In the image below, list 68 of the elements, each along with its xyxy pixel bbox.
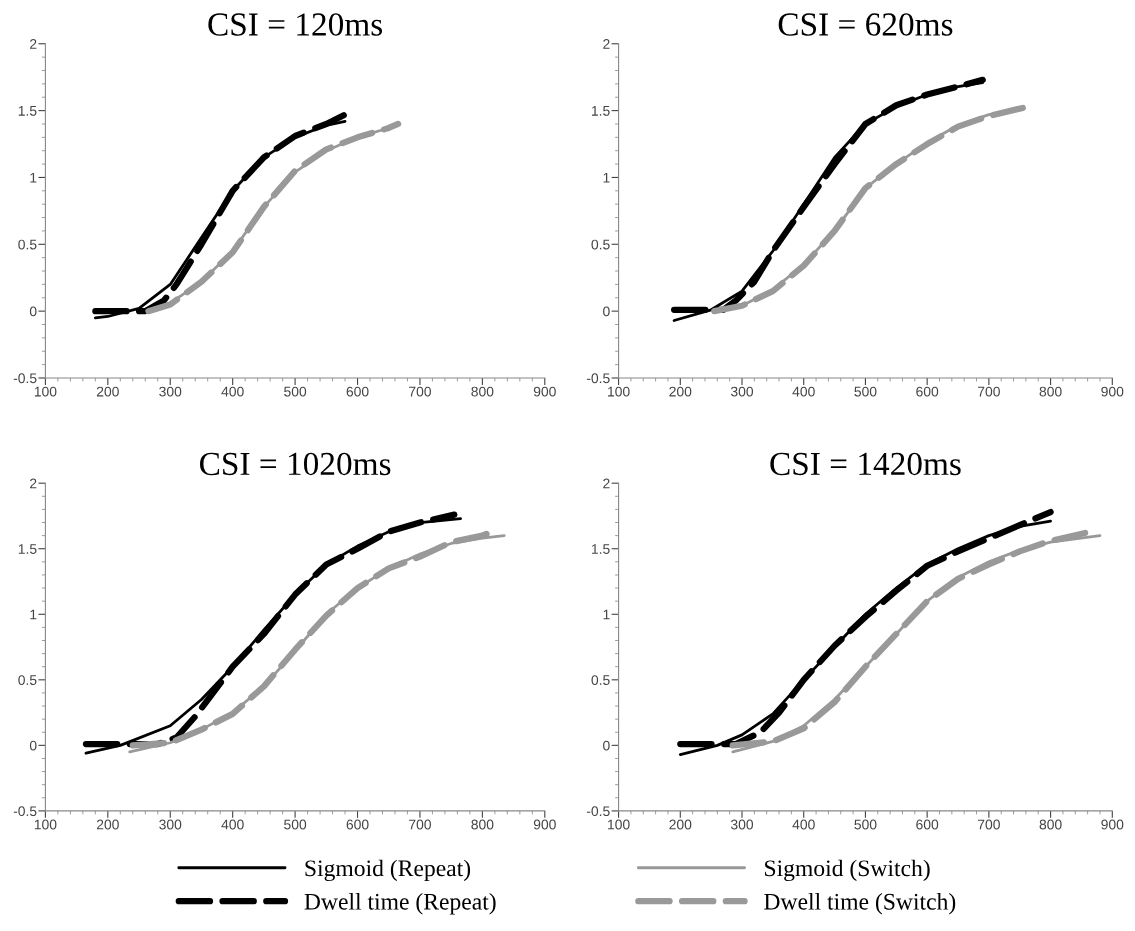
y-tick-label: 0.5 (18, 675, 37, 685)
x-tick-label: 400 (221, 386, 244, 397)
x-tick-label: 600 (916, 386, 939, 397)
x-tick-label: 800 (471, 386, 494, 397)
y-tick-label: 0 (29, 306, 37, 317)
y-tick-label: 0 (29, 740, 37, 751)
y-tick-label: 1 (603, 172, 610, 183)
x-tick-label: 900 (533, 819, 556, 830)
legend-label: Sigmoid (Switch) (765, 859, 930, 882)
x-tick-label: 700 (409, 386, 431, 397)
x-tick-label: 500 (284, 819, 307, 830)
y-tick-label: 0.5 (591, 675, 610, 685)
x-tick-label: 300 (159, 819, 182, 830)
y-tick-label: -0.5 (13, 806, 37, 817)
x-tick-label: 200 (96, 819, 119, 830)
y-tick-label: 1.5 (592, 106, 610, 116)
y-tick-label: 1 (30, 609, 37, 620)
chart-title: CSI = 1420ms (770, 452, 961, 476)
x-tick-label: 900 (533, 386, 556, 397)
x-tick-label: 500 (854, 819, 877, 830)
legend-label: Dwell time (Switch) (764, 893, 956, 915)
legend-label: Dwell time (Repeat) (304, 893, 496, 915)
x-tick-label: 700 (978, 819, 1000, 830)
x-tick-label: 500 (284, 386, 307, 397)
x-tick-label: 600 (346, 386, 369, 397)
x-tick-label: 100 (34, 819, 57, 830)
y-tick-label: -0.5 (586, 806, 610, 817)
x-tick-label: 200 (669, 386, 692, 397)
x-tick-label: 300 (730, 819, 754, 830)
x-tick-label: 400 (792, 819, 815, 830)
y-tick-label: 0 (603, 306, 610, 317)
chart-title: CSI = 120ms (208, 13, 383, 36)
y-tick-label: 2 (30, 39, 37, 49)
y-tick-label: 1 (603, 609, 610, 620)
y-tick-label: 1.5 (18, 544, 37, 554)
y-tick-label: 2 (30, 478, 37, 489)
x-tick-label: 200 (96, 386, 119, 397)
y-tick-label: 2 (603, 39, 610, 49)
x-tick-label: 300 (730, 386, 754, 397)
y-tick-label: -0.5 (13, 373, 37, 384)
x-tick-label: 600 (916, 819, 939, 830)
y-tick-label: 0.5 (18, 239, 37, 250)
y-tick-label: 1.5 (18, 106, 37, 116)
x-tick-label: 700 (978, 386, 1000, 397)
chart-title: CSI = 620ms (778, 13, 953, 36)
x-tick-label: 400 (792, 386, 815, 397)
y-tick-label: 2 (603, 478, 610, 489)
y-tick-label: -0.5 (586, 373, 610, 384)
x-tick-label: 600 (346, 819, 369, 830)
x-tick-label: 400 (221, 819, 244, 830)
x-tick-label: 800 (1039, 386, 1062, 397)
x-tick-label: 800 (471, 819, 494, 830)
x-tick-label: 300 (159, 386, 182, 397)
y-tick-label: 0.5 (591, 239, 610, 250)
x-tick-label: 700 (409, 819, 431, 830)
legend-label: Sigmoid (Repeat) (305, 859, 471, 882)
x-tick-label: 100 (608, 819, 630, 830)
x-tick-label: 900 (1101, 819, 1124, 830)
y-tick-label: 1.5 (592, 544, 610, 554)
y-tick-label: 1 (30, 172, 37, 183)
y-tick-label: 0 (603, 740, 610, 751)
x-tick-label: 100 (608, 386, 630, 397)
x-tick-label: 100 (34, 386, 57, 397)
chart-title: CSI = 1020ms (200, 452, 391, 476)
x-tick-label: 200 (669, 819, 692, 830)
x-tick-label: 800 (1039, 819, 1062, 830)
x-tick-label: 900 (1101, 386, 1124, 397)
x-tick-label: 500 (854, 386, 877, 397)
